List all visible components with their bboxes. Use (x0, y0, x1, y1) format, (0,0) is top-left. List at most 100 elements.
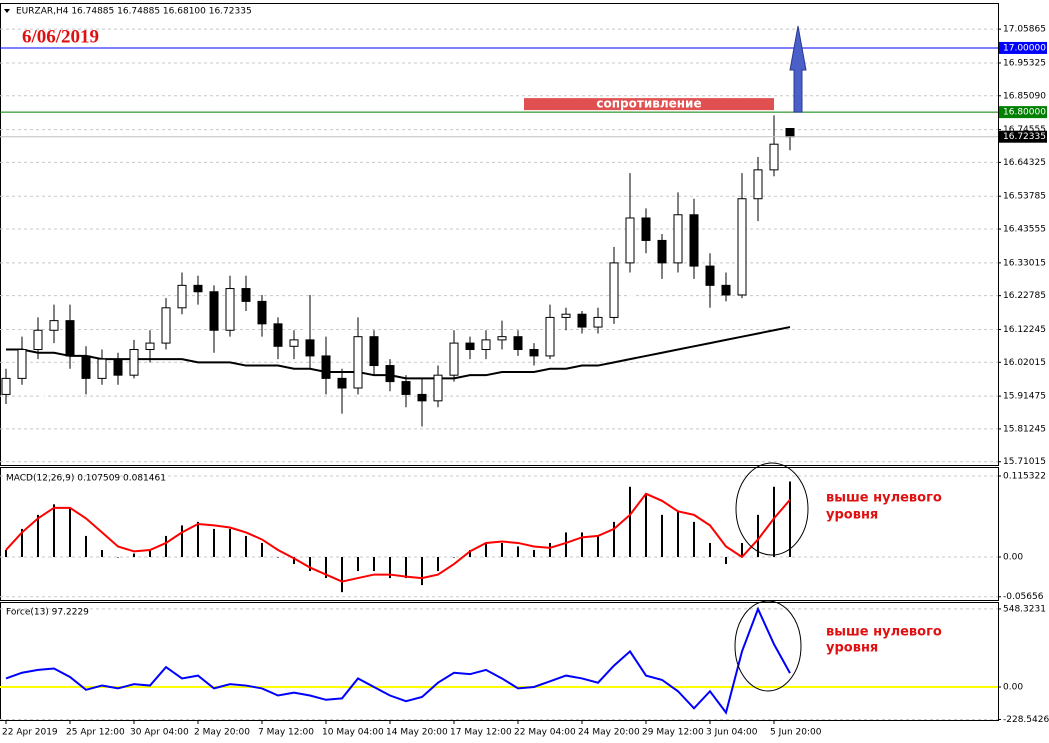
x-tick-label: 24 May 20:00 (578, 728, 640, 738)
candle-body (161, 307, 171, 344)
candle-body (193, 284, 203, 293)
macd-bar (373, 557, 375, 572)
highlight-circle (734, 600, 802, 692)
x-tick-label: 22 May 04:00 (514, 728, 576, 738)
candle-body (593, 316, 603, 328)
resistance-box (524, 98, 774, 111)
candle-body (641, 217, 651, 241)
y-tick-label: -228.5426 (1003, 715, 1049, 725)
force-title: Force(13) 97.2229 (6, 608, 89, 618)
y-tick-label: 16.02015 (1003, 358, 1046, 368)
candle-body (385, 365, 395, 383)
y-tick-label: 16.95325 (1003, 58, 1046, 68)
candle-body (561, 313, 571, 318)
y-tick-label: 548.3231 (1003, 604, 1046, 614)
macd-bar (101, 549, 103, 558)
highlight-circle (735, 462, 809, 556)
macd-bar (261, 542, 263, 558)
price-label-box (999, 130, 1047, 143)
macd-bar (661, 514, 663, 558)
macd-bar (517, 546, 519, 558)
macd-bar (21, 528, 23, 558)
candle-body (113, 358, 123, 376)
y-tick-label: 16.12245 (1003, 325, 1046, 335)
main-title: EURZAR,H4 16.74885 16.74885 16.68100 16.… (16, 7, 252, 17)
y-tick-label: -0.05656 (1003, 592, 1044, 602)
macd-bar (581, 532, 583, 558)
x-tick-label: 14 May 20:00 (386, 728, 448, 738)
date-label: 6/06/2019 (22, 26, 99, 47)
macd-bar (117, 557, 119, 558)
candle-body (241, 288, 251, 302)
arrow-up (789, 25, 807, 113)
x-tick-label: 30 Apr 04:00 (130, 728, 189, 738)
price-label-box (999, 106, 1047, 119)
macd-bar (309, 557, 311, 572)
macd-bar (485, 542, 487, 558)
macd-bar (245, 535, 247, 558)
y-tick-label: 15.81245 (1003, 424, 1046, 434)
macd-bar (437, 557, 439, 572)
macd-bar (5, 549, 7, 558)
candle-body (257, 300, 267, 325)
macd-bar (469, 549, 471, 558)
macd-bar (53, 504, 55, 558)
macd-bar (229, 528, 231, 558)
macd-bar (789, 481, 791, 558)
macd-bar (213, 528, 215, 558)
candle-body (289, 339, 299, 347)
candle-body (737, 198, 747, 296)
macd-bar (197, 521, 199, 558)
y-tick-label: 16.43555 (1003, 225, 1046, 235)
x-tick-label: 29 May 12:00 (642, 728, 704, 738)
force-annotation: уровня (826, 641, 878, 656)
candle-body (81, 355, 91, 379)
macd-bar (709, 542, 711, 558)
macd-bar (613, 521, 615, 558)
force-annotation: выше нулевого (826, 625, 942, 640)
y-tick-label: 16.85090 (1003, 91, 1046, 101)
candle-body (785, 128, 795, 138)
candle-body (481, 339, 491, 351)
y-tick-label: 0.00 (1003, 553, 1023, 563)
macd-bar (565, 532, 567, 558)
candle-body (689, 214, 699, 267)
candle-body (673, 214, 683, 264)
candle-body (1, 377, 11, 395)
candle-body (369, 336, 379, 367)
y-tick-label: 16.74555 (1003, 125, 1046, 135)
macd-bar (693, 521, 695, 558)
y-tick-label: 15.91475 (1003, 392, 1046, 402)
macd-bar (357, 557, 359, 572)
x-tick-label: 22 Apr 2019 (2, 728, 58, 738)
price-label: 17.00000 (1003, 43, 1046, 53)
macd-bar (597, 535, 599, 558)
macd-bar (645, 493, 647, 558)
macd-bar (629, 486, 631, 558)
candle-body (769, 143, 779, 171)
candle-body (145, 342, 155, 351)
title-icon (4, 9, 10, 13)
candle-body (529, 349, 539, 357)
candle-body (97, 358, 107, 379)
price-label: 16.80000 (1003, 108, 1046, 118)
x-tick-label: 7 May 12:00 (258, 728, 314, 738)
force-pane (0, 602, 999, 721)
x-tick-label: 10 May 04:00 (322, 728, 384, 738)
candle-body (305, 339, 315, 357)
macd-bar (725, 557, 727, 565)
macd-bar (165, 535, 167, 558)
candle-body (225, 288, 235, 331)
macd-bar (37, 514, 39, 558)
macd-bar (85, 535, 87, 558)
candle-body (577, 313, 587, 328)
candle-body (721, 284, 731, 296)
candle-body (449, 342, 459, 376)
macd-bar (549, 542, 551, 558)
y-tick-label: 16.53785 (1003, 192, 1046, 202)
macd-bar (741, 542, 743, 558)
y-tick-label: 15.71015 (1003, 457, 1046, 467)
macd-bar (133, 553, 135, 558)
plot-layer: 17.05865 16.95325 16.85090 16.74555 16.64325… (0, 25, 1049, 738)
macd-title: MACD(12,26,9) 0.107509 0.081461 (6, 474, 166, 484)
